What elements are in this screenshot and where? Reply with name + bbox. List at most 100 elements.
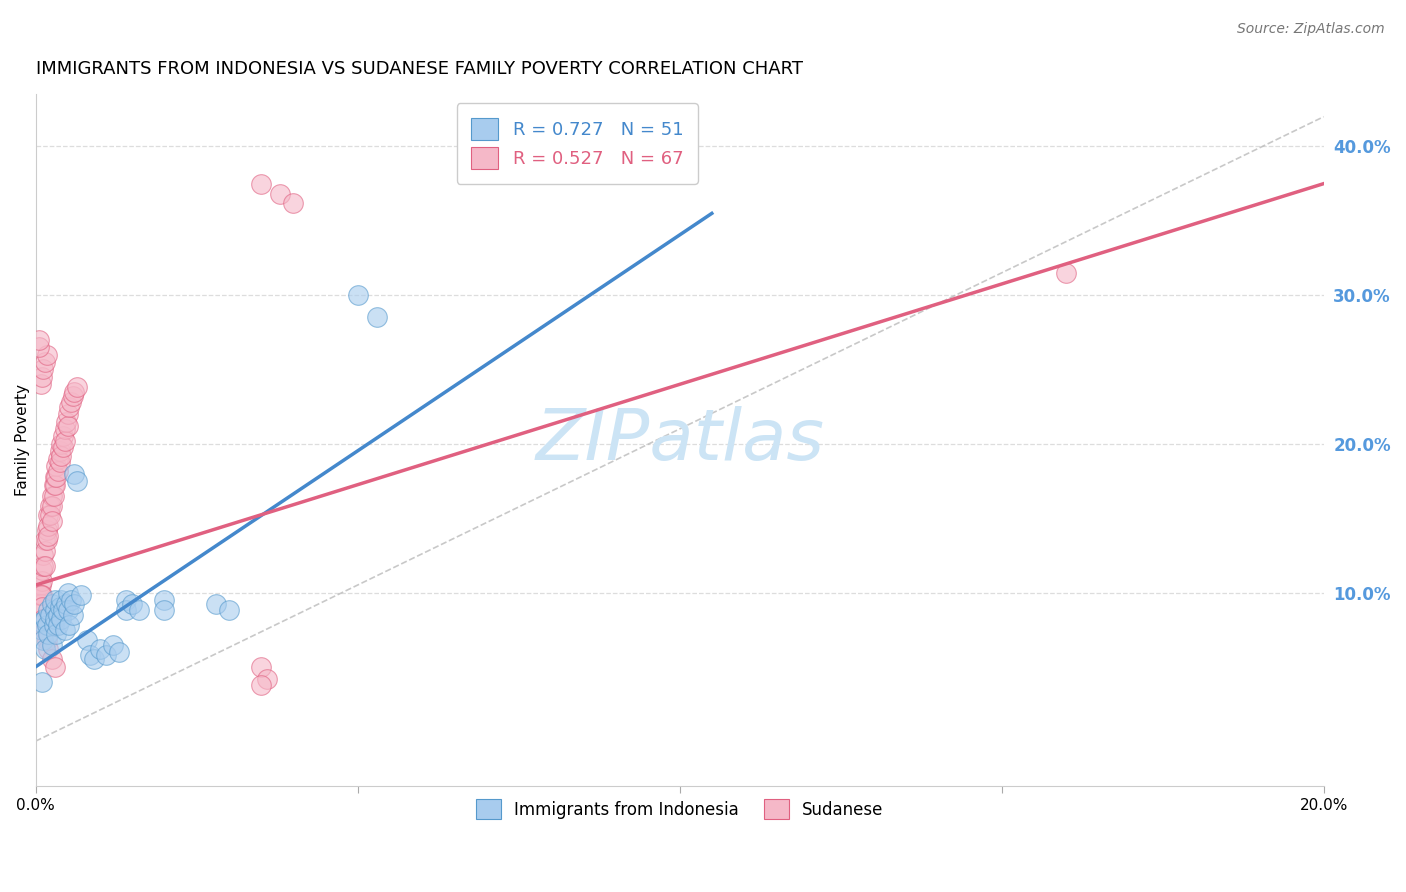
Point — [51, 437, 73, 451]
Point — [38, 607, 60, 622]
Point — [53, 434, 76, 448]
Point — [41, 514, 63, 528]
Point — [42, 489, 65, 503]
Y-axis label: Family Poverty: Family Poverty — [15, 384, 30, 496]
Point — [37, 529, 59, 543]
Point — [59, 395, 82, 409]
Point — [51, 593, 73, 607]
Point — [28, 340, 51, 354]
Point — [34, 533, 56, 548]
Text: Source: ZipAtlas.com: Source: ZipAtlas.com — [1237, 22, 1385, 37]
Point — [53, 422, 76, 436]
Point — [283, 196, 305, 211]
Point — [218, 603, 240, 617]
Point — [63, 598, 86, 612]
Point — [69, 589, 91, 603]
Point — [46, 607, 69, 622]
Point — [128, 603, 150, 617]
Point — [56, 603, 79, 617]
Point — [37, 627, 59, 641]
Point — [41, 500, 63, 514]
Point — [121, 598, 143, 612]
Point — [76, 633, 98, 648]
Point — [34, 355, 56, 369]
Point — [37, 533, 59, 548]
Point — [62, 389, 84, 403]
Point — [37, 618, 59, 632]
Point — [366, 310, 388, 325]
Point — [153, 593, 176, 607]
Point — [83, 652, 105, 666]
Point — [250, 660, 273, 674]
Point — [31, 589, 53, 603]
Point — [37, 642, 59, 657]
Point — [45, 469, 67, 483]
Point — [55, 598, 77, 612]
Point — [34, 544, 56, 558]
Point — [55, 415, 77, 429]
Point — [59, 593, 82, 607]
Point — [30, 578, 52, 592]
Point — [256, 672, 278, 686]
Legend: Immigrants from Indonesia, Sudanese: Immigrants from Indonesia, Sudanese — [463, 786, 897, 833]
Point — [58, 400, 80, 414]
Point — [205, 598, 228, 612]
Point — [49, 600, 72, 615]
Point — [346, 288, 368, 302]
Point — [1054, 266, 1077, 280]
Point — [34, 612, 56, 626]
Point — [41, 598, 63, 612]
Point — [52, 440, 75, 454]
Point — [63, 384, 86, 399]
Point — [45, 459, 67, 474]
Point — [56, 407, 79, 421]
Point — [42, 478, 65, 492]
Point — [37, 633, 59, 648]
Point — [56, 585, 79, 599]
Point — [32, 633, 55, 648]
Point — [56, 419, 79, 434]
Point — [28, 589, 51, 603]
Point — [34, 642, 56, 657]
Point — [66, 474, 89, 488]
Point — [44, 478, 66, 492]
Point — [114, 593, 136, 607]
Point — [45, 627, 67, 641]
Point — [31, 600, 53, 615]
Point — [31, 674, 53, 689]
Point — [37, 508, 59, 523]
Point — [30, 589, 52, 603]
Point — [30, 615, 52, 630]
Text: IMMIGRANTS FROM INDONESIA VS SUDANESE FAMILY POVERTY CORRELATION CHART: IMMIGRANTS FROM INDONESIA VS SUDANESE FA… — [35, 60, 803, 78]
Point — [44, 469, 66, 483]
Point — [250, 177, 273, 191]
Point — [32, 362, 55, 376]
Point — [153, 603, 176, 617]
Point — [66, 380, 89, 394]
Point — [51, 449, 73, 463]
Point — [250, 678, 273, 692]
Point — [46, 451, 69, 466]
Point — [53, 623, 76, 637]
Point — [41, 652, 63, 666]
Point — [34, 623, 56, 637]
Point — [46, 464, 69, 478]
Point — [32, 558, 55, 573]
Point — [44, 660, 66, 674]
Point — [41, 638, 63, 652]
Point — [96, 648, 118, 662]
Point — [32, 612, 55, 626]
Point — [108, 645, 131, 659]
Point — [30, 598, 52, 612]
Point — [28, 333, 51, 347]
Point — [51, 612, 73, 626]
Point — [49, 455, 72, 469]
Point — [34, 558, 56, 573]
Point — [31, 574, 53, 588]
Point — [89, 642, 111, 657]
Point — [42, 618, 65, 632]
Point — [31, 370, 53, 384]
Point — [30, 377, 52, 392]
Point — [62, 607, 84, 622]
Point — [63, 467, 86, 481]
